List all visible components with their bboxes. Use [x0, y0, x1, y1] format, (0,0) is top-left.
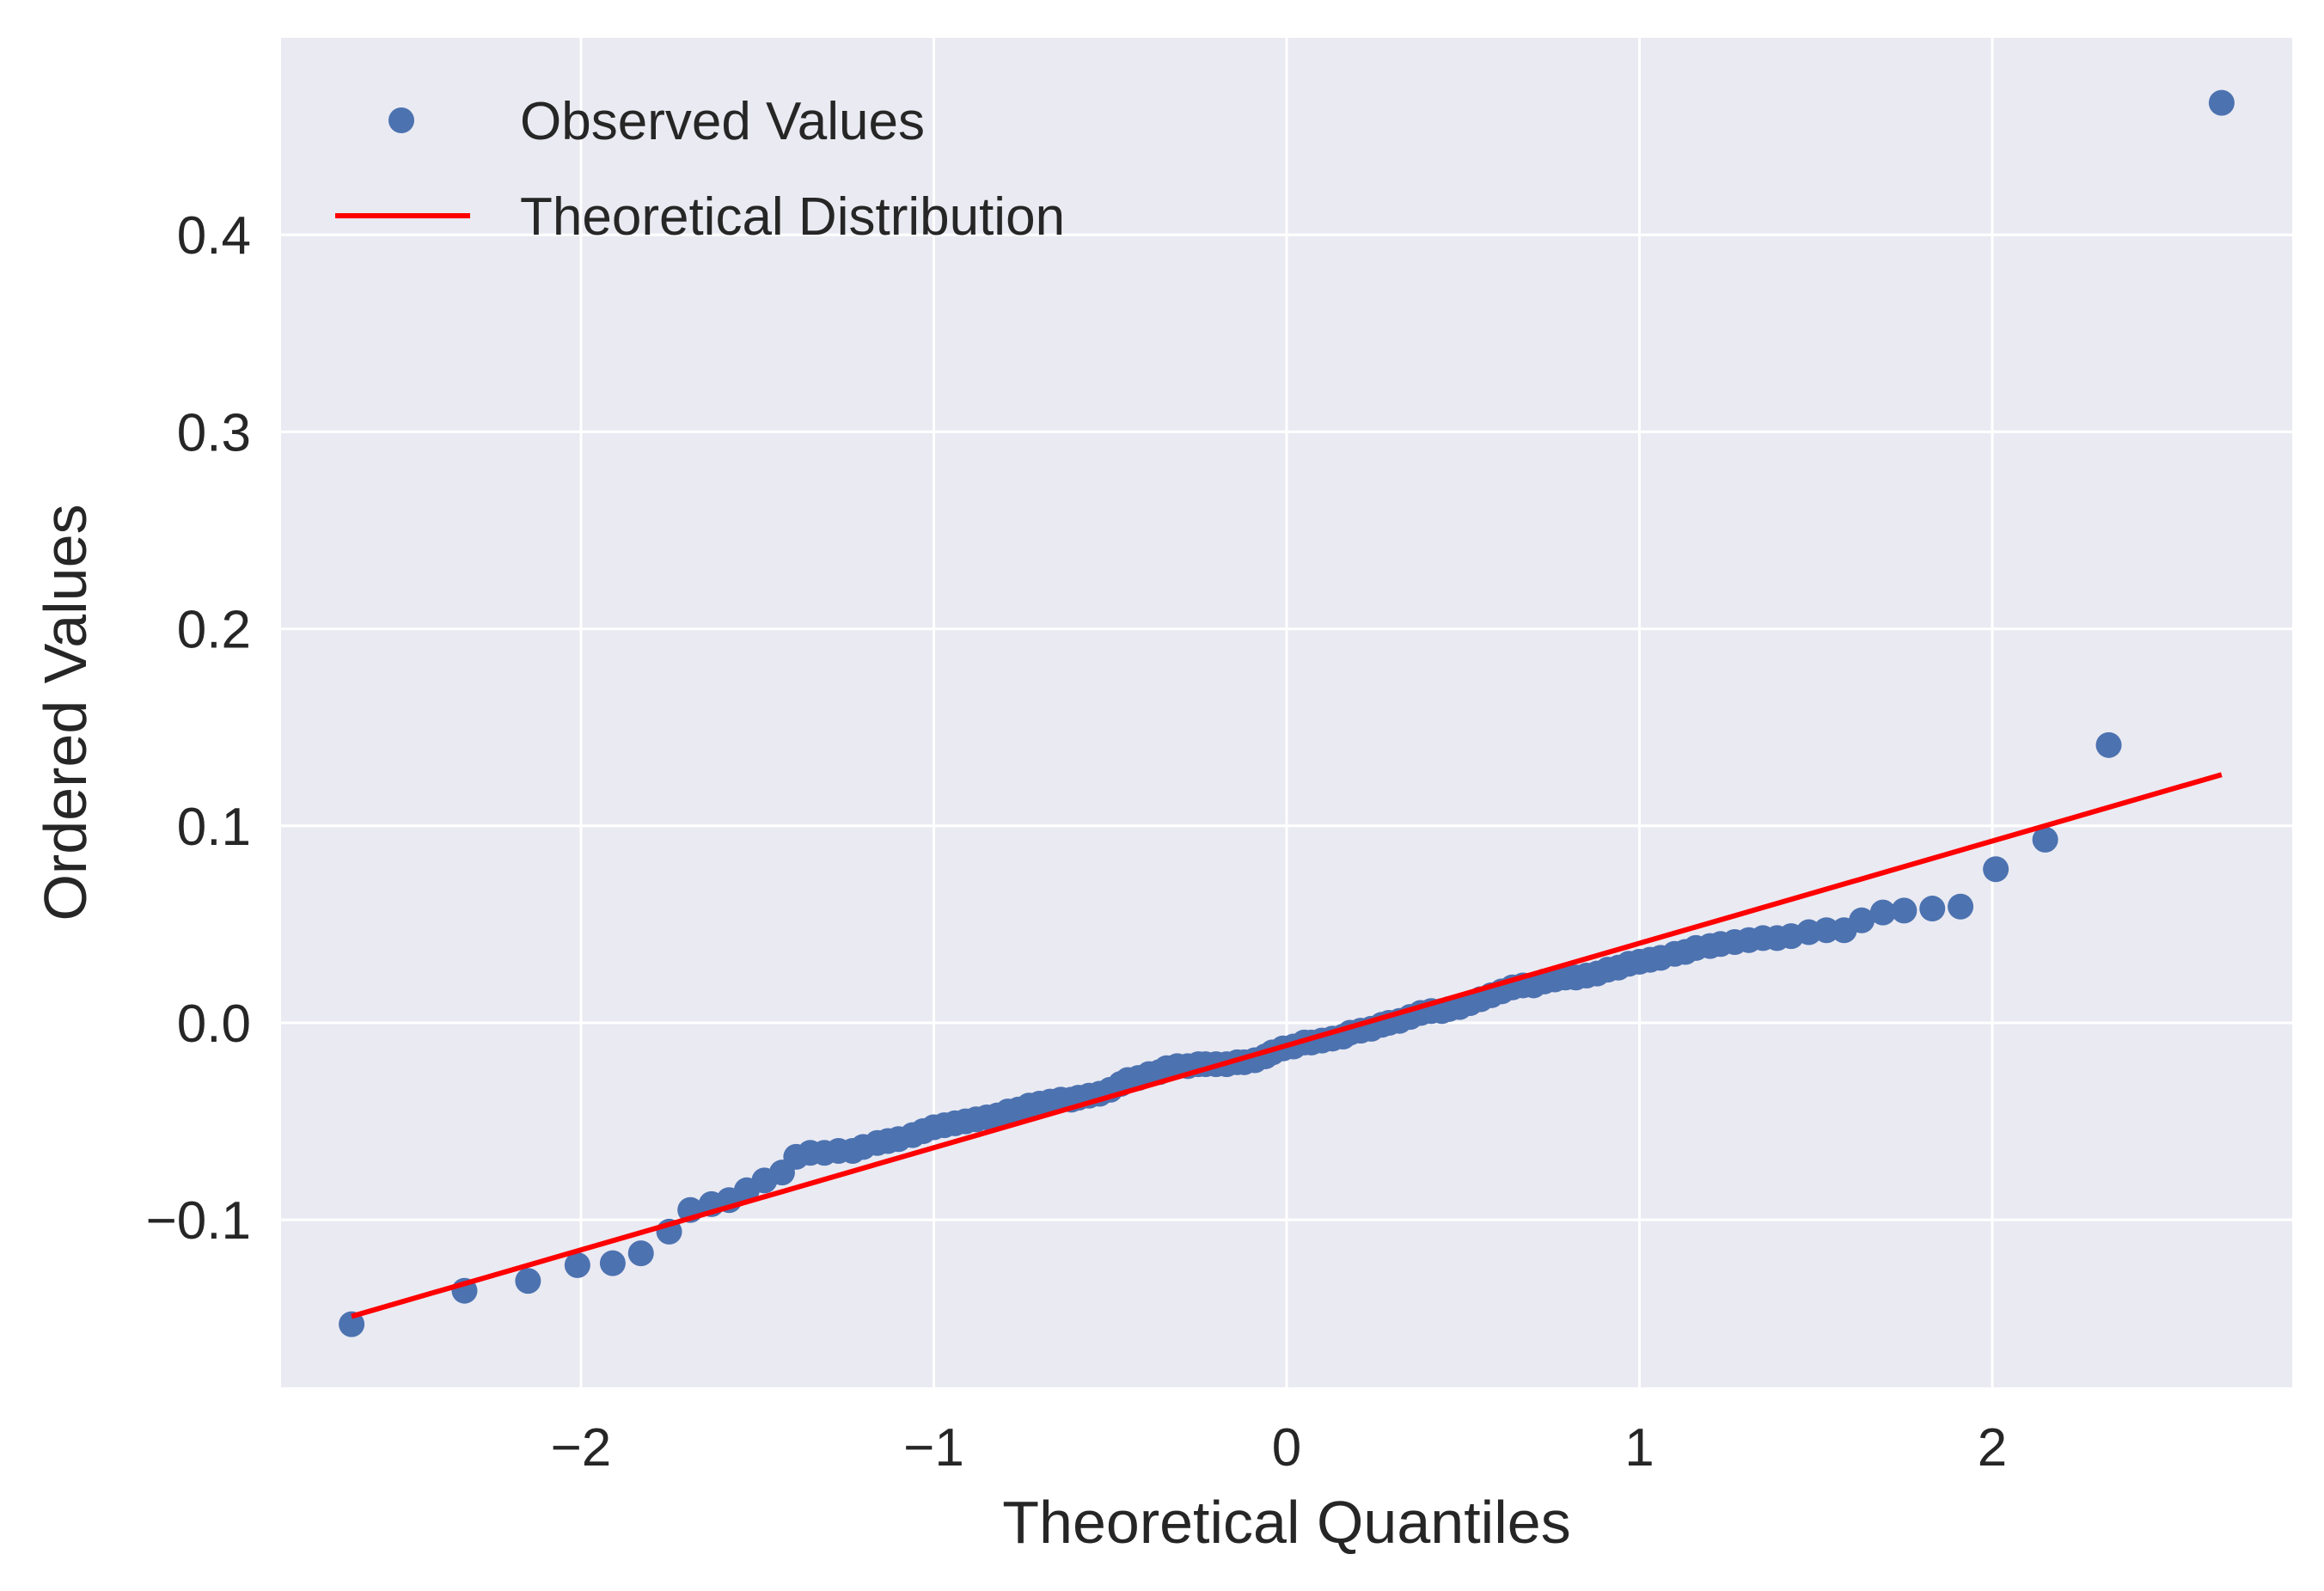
- observed-point: [627, 1240, 654, 1267]
- y-tick-label: 0.4: [177, 206, 251, 266]
- x-tick-label: −1: [903, 1418, 964, 1478]
- y-tick-labels: −0.1 0.0 0.1 0.2 0.3 0.4: [146, 206, 251, 1251]
- legend-marker-observed: [388, 107, 414, 133]
- legend-label-theoretical: Theoretical Distribution: [520, 187, 1065, 247]
- observed-point: [1869, 899, 1896, 926]
- observed-point: [1813, 917, 1840, 944]
- theoretical-line-layer: [351, 772, 2223, 1319]
- x-axis-label: Theoretical Quantiles: [1002, 1489, 1570, 1556]
- x-tick-label: 1: [1624, 1418, 1654, 1478]
- observed-point: [599, 1250, 626, 1276]
- observed-point: [1891, 897, 1917, 924]
- observed-point: [1849, 907, 1875, 933]
- legend-label-observed: Observed Values: [520, 92, 925, 151]
- y-tick-label: 0.0: [177, 994, 251, 1054]
- y-tick-label: 0.2: [177, 601, 251, 660]
- observed-point: [339, 1311, 365, 1337]
- observed-point: [1983, 856, 2009, 883]
- observed-point: [1919, 896, 1946, 922]
- x-tick-labels: −2 −1 0 1 2: [551, 1418, 2008, 1478]
- observed-point: [2095, 731, 2122, 758]
- y-tick-label: −0.1: [146, 1191, 251, 1251]
- y-axis-label: Ordered Values: [32, 504, 99, 921]
- observed-point: [2208, 89, 2235, 116]
- grid-lines: [281, 38, 2292, 1387]
- y-tick-label: 0.3: [177, 403, 251, 462]
- observed-point: [564, 1251, 590, 1278]
- observed-point: [1948, 893, 1974, 920]
- observed-point: [2032, 826, 2058, 853]
- x-tick-label: 0: [1272, 1418, 1301, 1478]
- observed-point: [515, 1268, 541, 1294]
- y-tick-label: 0.1: [177, 798, 251, 857]
- legend: Observed Values Theoretical Distribution: [335, 92, 1065, 247]
- x-tick-label: 2: [1978, 1418, 2007, 1478]
- theoretical-line: [351, 772, 2223, 1319]
- x-tick-label: −2: [551, 1418, 612, 1478]
